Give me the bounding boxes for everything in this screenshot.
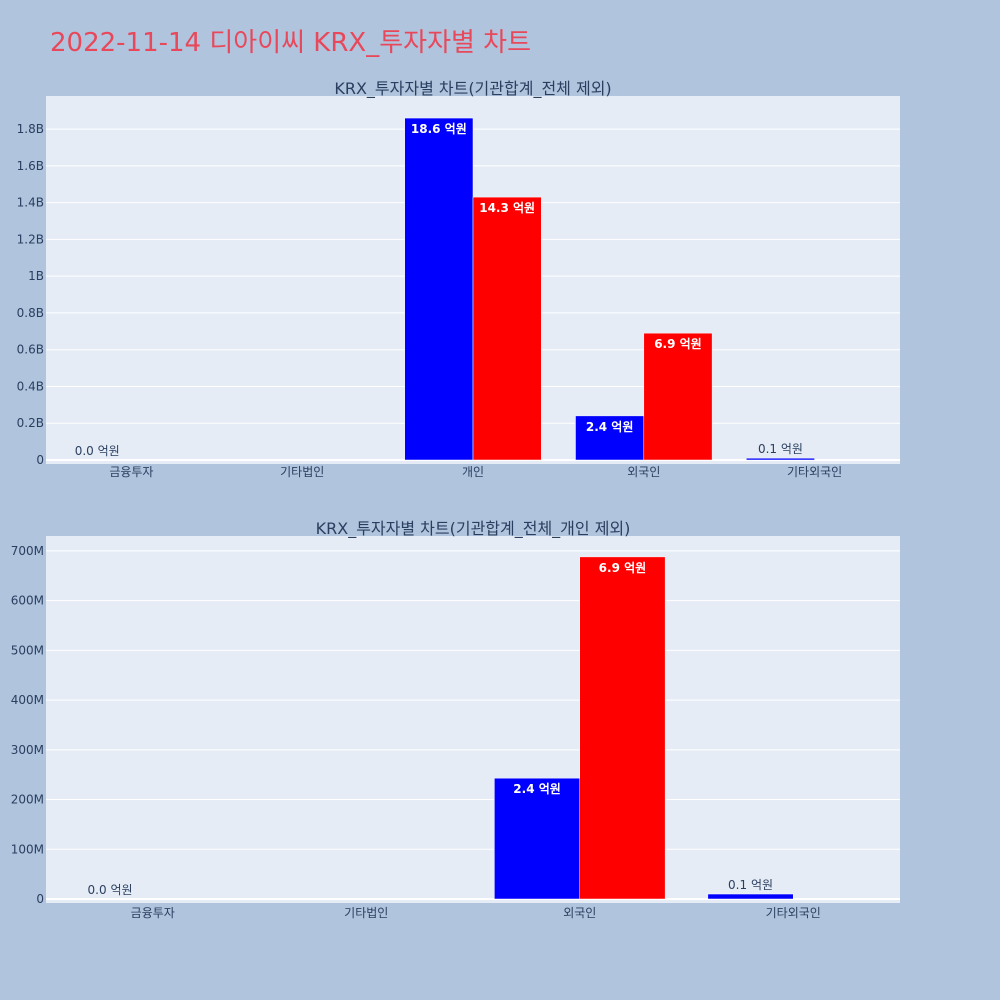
chart-2-y-tick-label: 0 [36,892,44,906]
chart-2-data-label: 6.9 억원 [599,561,647,575]
chart-1-y-tick-label: 1.4B [17,196,44,210]
chart-1-y-tick-label: 0.2B [17,416,44,430]
chart-1-data-label: 14.3 억원 [479,201,535,215]
chart-2-y-tick-label: 500M [11,643,44,657]
chart-2-y-tick-label: 700M [11,544,44,558]
chart-1-x-tick-label: 외국인 [627,465,660,479]
chart-1-y-tick-label: 1.6B [17,159,44,173]
chart-2-title: KRX_투자자별 차트(기관합계_전체_개인 제외) [316,519,631,539]
chart-2-x-tick-label: 기타법인 [344,906,388,920]
chart-2-plot-area [46,536,900,903]
chart-1-x-tick-label: 기타외국인 [787,465,842,479]
chart-1-y-tick-label: 0 [36,453,44,467]
chart-2-svg: 0 100M 200M 300M 400M 500M 600M 700M KRX_투자자별 차트… [11,519,900,920]
chart-1-bar [404,117,474,461]
chart-2-bar [494,777,581,900]
chart-1-data-label: 6.9 억원 [654,337,702,351]
chart-2-x-tick-label: 기타외국인 [766,906,821,920]
chart-1-x-tick-label: 개인 [462,465,484,479]
chart-1-bar [575,415,645,461]
chart-1-data-label: 18.6 억원 [411,122,467,136]
page-title: 2022-11-14 디아이씨 KRX_투자자별 차트 [50,28,532,58]
chart-2-x-tick-label: 금융투자 [131,906,175,920]
chart-1-title: KRX_투자자별 차트(기관합계_전체 제외) [334,79,611,99]
chart-2-bar [707,893,794,900]
chart-2-data-label: 2.4 억원 [513,782,561,796]
chart-1-y-tick-label: 1B [28,269,44,283]
chart-2-data-label: 0.0 억원 [88,883,133,897]
chart-1-y-tick-label: 1.2B [17,232,44,246]
chart-1-y-tick-label: 1.8B [17,122,44,136]
chart-1-data-label: 0.0 억원 [75,444,120,458]
chart-1-x-tick-label: 금융투자 [109,465,153,479]
chart-2-y-tick-label: 400M [11,693,44,707]
chart-1-data-label: 2.4 억원 [586,420,634,434]
chart-1-y-tick-label: 0.8B [17,306,44,320]
chart-1-bar [643,332,713,461]
chart-1-y-tick-label: 0.4B [17,379,44,393]
chart-2-bar [579,556,666,900]
chart-1-svg: 0 0.2B 0.4B 0.6B 0.8B 1B 1.2B 1.4B 1.6B 1.8B KRX_투… [17,79,900,479]
chart-2-y-tick-label: 300M [11,743,44,757]
chart-1-bar [746,457,815,461]
chart-2-data-label: 0.1 억원 [728,878,773,892]
chart-1-data-label: 0.1 억원 [758,442,803,456]
chart-2-y-tick-label: 100M [11,842,44,856]
chart-2-y-tick-label: 600M [11,594,44,608]
chart-2-y-tick-label: 200M [11,793,44,807]
chart-1-y-tick-label: 0.6B [17,343,44,357]
chart-1-x-tick-label: 기타법인 [280,465,324,479]
chart-2-x-tick-label: 외국인 [563,906,596,920]
chart-1-bar [472,196,542,461]
